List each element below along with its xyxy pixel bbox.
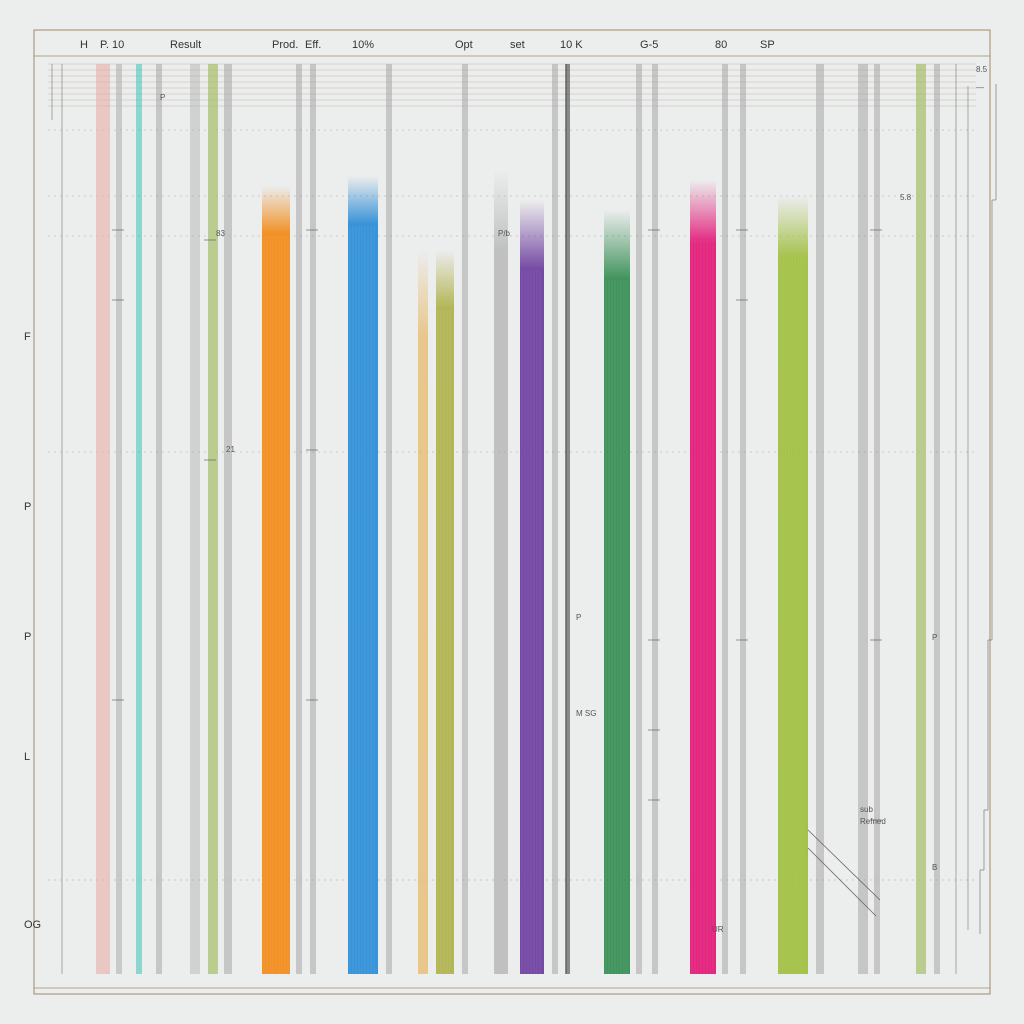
side-label: OG: [24, 919, 41, 931]
bar: [778, 196, 808, 974]
bar: [462, 64, 468, 974]
top-label: 10%: [352, 39, 374, 51]
bar: [722, 64, 728, 974]
inline-label: 83: [216, 229, 225, 238]
bar: [916, 64, 926, 974]
inline-label: B: [932, 863, 937, 872]
top-label: SP: [760, 39, 775, 51]
background: [0, 0, 1024, 1024]
side-label: L: [24, 751, 30, 763]
inline-label: 8.5: [976, 65, 988, 74]
bar: [224, 64, 232, 974]
inline-label: Refned: [860, 817, 886, 826]
top-label: Result: [170, 39, 201, 51]
bar: [874, 64, 880, 974]
inline-label: 5.8: [900, 193, 912, 202]
side-label: F: [24, 331, 31, 343]
bar: [740, 64, 746, 974]
bar: [604, 210, 630, 974]
top-label: Opt: [455, 39, 473, 51]
top-label: 10 K: [560, 39, 583, 51]
bar: [934, 64, 940, 974]
bar: [566, 64, 570, 974]
chart-svg: H P. 10 Result Prod. Eff. 10% Opt set 10 K G-5 80 S…: [0, 0, 1024, 1024]
top-label: Prod.: [272, 39, 298, 51]
side-label: P: [24, 501, 31, 513]
bar: [96, 64, 110, 974]
inline-label: UR: [712, 925, 724, 934]
bar: [348, 176, 378, 974]
top-label: 80: [715, 39, 727, 51]
side-label: P: [24, 631, 31, 643]
bar: [858, 64, 868, 974]
inline-label: M SG: [576, 709, 596, 718]
bar: [690, 180, 716, 974]
top-label: Eff.: [305, 39, 321, 51]
top-label: set: [510, 39, 525, 51]
bar: [386, 64, 392, 974]
bar: [636, 64, 642, 974]
bar: [552, 64, 558, 974]
bar: [296, 64, 302, 974]
bar: [136, 64, 142, 974]
bar: [436, 250, 454, 974]
bar: [816, 64, 824, 974]
top-label: H: [80, 39, 88, 51]
bar: [208, 64, 218, 974]
top-label: P. 10: [100, 39, 124, 51]
inline-label: 21: [226, 445, 235, 454]
bar: [652, 64, 658, 974]
bar: [520, 200, 544, 974]
bar: [494, 170, 508, 974]
inline-label: P: [932, 633, 937, 642]
bar: [418, 250, 428, 974]
inline-label: —: [976, 83, 984, 92]
bar: [156, 64, 162, 974]
bar: [116, 64, 122, 974]
bar: [310, 64, 316, 974]
inline-label: P: [160, 93, 165, 102]
inline-label: P: [576, 613, 581, 622]
top-label: G-5: [640, 39, 658, 51]
bar: [190, 64, 200, 974]
chart-canvas: H P. 10 Result Prod. Eff. 10% Opt set 10 K G-5 80 S…: [0, 0, 1024, 1024]
inline-label: P/b: [498, 229, 511, 238]
inline-label: sub: [860, 805, 873, 814]
